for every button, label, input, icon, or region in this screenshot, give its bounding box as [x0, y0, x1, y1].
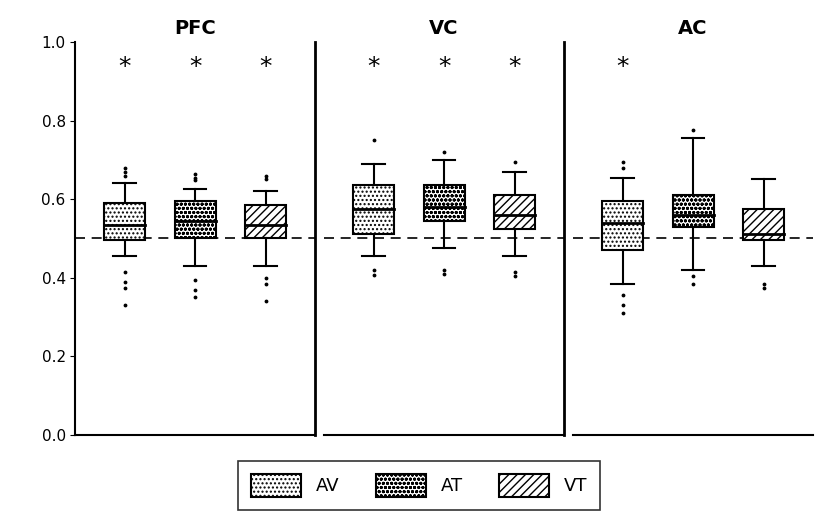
Bar: [424, 185, 464, 221]
Text: *: *: [189, 56, 201, 80]
Bar: [246, 205, 286, 238]
Text: *: *: [617, 56, 628, 80]
Bar: [104, 203, 145, 241]
Title: AC: AC: [679, 18, 708, 38]
Bar: [743, 209, 784, 241]
Bar: [174, 201, 215, 238]
Bar: [603, 201, 643, 250]
Text: *: *: [118, 56, 131, 80]
Title: VC: VC: [429, 18, 459, 38]
Bar: [354, 185, 394, 234]
Bar: [494, 195, 535, 228]
Title: PFC: PFC: [174, 18, 216, 38]
Legend: AV, AT, VT: AV, AT, VT: [238, 461, 600, 510]
Text: *: *: [368, 56, 380, 80]
Text: *: *: [260, 56, 272, 80]
Bar: [673, 195, 714, 226]
Text: *: *: [509, 56, 520, 80]
Text: *: *: [438, 56, 450, 80]
